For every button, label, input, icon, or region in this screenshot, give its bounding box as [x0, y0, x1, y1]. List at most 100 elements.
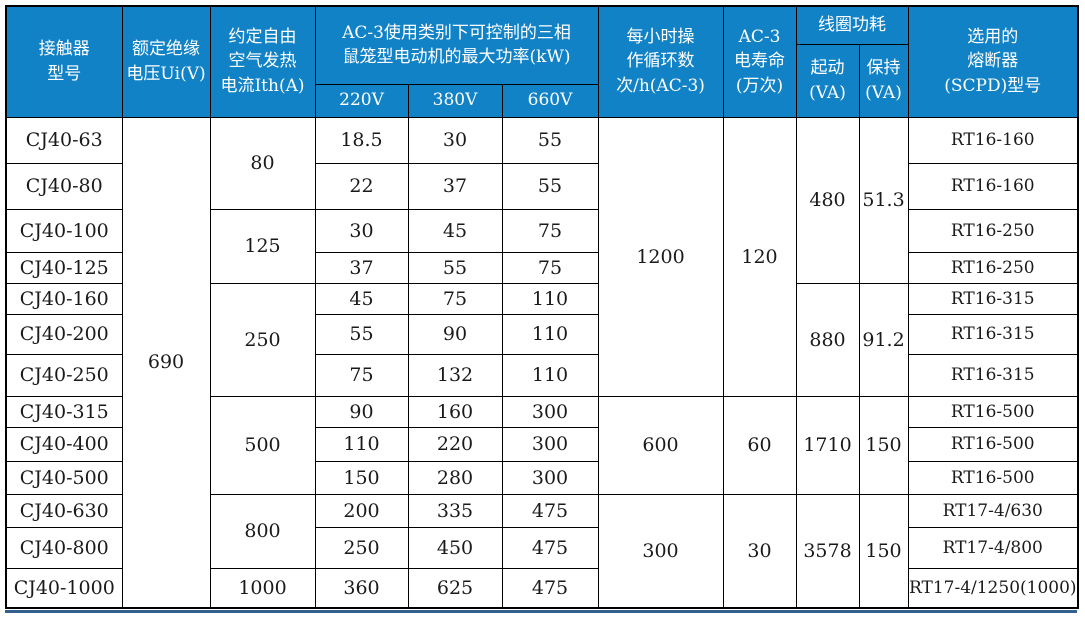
cell-model: CJ40-315: [5, 395, 123, 428]
header-voltage-660: 660V: [501, 83, 599, 118]
header-rated-insulation-voltage: 额定绝缘 电压Ui(V): [121, 5, 211, 118]
cell-ith-500: 500: [209, 395, 316, 495]
cell-model: CJ40-630: [5, 493, 123, 528]
header-coil-hold: 保持 (VA): [858, 43, 909, 118]
cell-kw220: 90: [314, 395, 409, 428]
bottom-accent-bar: [5, 610, 1077, 613]
cell-coil-start-3578: 3578: [795, 493, 860, 609]
cell-fuse: RT16-250: [907, 251, 1079, 284]
cell-coil-hold-91-2: 91.2: [858, 282, 909, 397]
cell-fuse: RT17-4/1250(1000): [907, 567, 1079, 609]
cell-kw380: 75: [407, 282, 503, 315]
cell-kw380: 280: [407, 460, 503, 495]
cell-fuse: RT17-4/630: [907, 493, 1079, 528]
cell-model: CJ40-160: [5, 282, 123, 315]
header-coil-consumption-group: 线圈功耗: [795, 5, 909, 45]
header-voltage-220: 220V: [314, 83, 409, 118]
cell-ith-1000: 1000: [209, 567, 316, 609]
cell-model: CJ40-125: [5, 251, 123, 284]
cell-fuse: RT16-500: [907, 395, 1079, 428]
cell-coil-start-1710: 1710: [795, 395, 860, 495]
cell-life-120: 120: [722, 116, 797, 397]
table-row: CJ40-250 75 132 110 RT16-315: [5, 353, 1079, 397]
cell-life-60: 60: [722, 395, 797, 495]
cell-fuse: RT16-250: [907, 208, 1079, 253]
cell-model: CJ40-500: [5, 460, 123, 495]
cell-model: CJ40-80: [5, 162, 123, 210]
cell-kw220: 45: [314, 282, 409, 315]
cell-kw380: 55: [407, 251, 503, 284]
table-row: CJ40-80 22 37 55 RT16-160: [5, 162, 1079, 210]
table-row: CJ40-1000 1000 360 625 475 RT17-4/1250(1…: [5, 567, 1079, 609]
cell-fuse: RT16-315: [907, 353, 1079, 397]
cell-coil-start-880: 880: [795, 282, 860, 397]
header-max-power-group: AC-3使用类别下可控制的三相 鼠笼型电动机的最大功率(kW): [314, 5, 599, 85]
cell-kw220: 37: [314, 251, 409, 284]
header-contactor-model: 接触器 型号: [5, 5, 123, 118]
cell-fuse: RT16-500: [907, 460, 1079, 495]
cell-kw660: 75: [501, 208, 599, 253]
cell-kw220: 200: [314, 493, 409, 528]
table-row: CJ40-315 500 90 160 300 600 60 1710 150 …: [5, 395, 1079, 495]
cell-kw380: 30: [407, 116, 503, 164]
cell-kw660: 55: [501, 162, 599, 210]
header-electrical-life: AC-3 电寿命 (万次): [722, 5, 797, 118]
cell-fuse: RT16-500: [907, 426, 1079, 462]
cell-kw220: 110: [314, 426, 409, 462]
table-row: CJ40-160 250 45 75 110 880 91.2 RT16-315: [5, 282, 1079, 397]
header-thermal-current: 约定自由 空气发热 电流Ith(A): [209, 5, 316, 118]
table-row: CJ40-400 110 220 300 RT16-500: [5, 426, 1079, 462]
cell-ith-80: 80: [209, 116, 316, 210]
table-row: CJ40-200 55 90 110 RT16-315: [5, 313, 1079, 355]
cell-kw220: 360: [314, 567, 409, 609]
cell-kw660: 475: [501, 493, 599, 528]
cell-kw660: 300: [501, 426, 599, 462]
cell-model: CJ40-200: [5, 313, 123, 355]
cell-ops-600: 600: [597, 395, 724, 495]
table-row: CJ40-500 150 280 300 RT16-500: [5, 460, 1079, 495]
table-row: CJ40-63 690 80 18.5 30 55 1200 120 480 5…: [5, 116, 1079, 609]
cell-kw380: 450: [407, 526, 503, 569]
table-row: CJ40-800 250 450 475 RT17-4/800: [5, 526, 1079, 569]
header-fuse-type: 选用的 熔断器 (SCPD)型号: [907, 5, 1079, 118]
cell-coil-start-480: 480: [795, 116, 860, 284]
header-row-3: 220V 380V 660V: [6, 83, 1078, 118]
cell-kw380: 335: [407, 493, 503, 528]
cell-fuse: RT17-4/800: [907, 526, 1079, 569]
cell-kw220: 75: [314, 353, 409, 397]
cell-model: CJ40-1000: [5, 567, 123, 609]
cell-kw380: 625: [407, 567, 503, 609]
cell-ui-690: 690: [121, 116, 211, 609]
table-row: CJ40-100 125 30 45 75 RT16-250: [5, 208, 1079, 284]
cell-model: CJ40-400: [5, 426, 123, 462]
cell-kw380: 90: [407, 313, 503, 355]
cell-kw660: 55: [501, 116, 599, 164]
header-voltage-380: 380V: [407, 83, 503, 118]
cell-fuse: RT16-315: [907, 282, 1079, 315]
cell-ops-300: 300: [597, 493, 724, 609]
cell-kw380: 37: [407, 162, 503, 210]
cell-life-30: 30: [722, 493, 797, 609]
table-row: CJ40-630 800 200 335 475 300 30 3578 150…: [5, 493, 1079, 609]
cell-coil-hold-51-3: 51.3: [858, 116, 909, 284]
cell-kw380: 45: [407, 208, 503, 253]
cell-kw220: 150: [314, 460, 409, 495]
cell-model: CJ40-100: [5, 208, 123, 253]
cell-kw220: 18.5: [314, 116, 409, 164]
cell-kw220: 250: [314, 526, 409, 569]
cell-kw380: 220: [407, 426, 503, 462]
cell-kw380: 160: [407, 395, 503, 428]
cell-kw660: 110: [501, 313, 599, 355]
cell-coil-hold-150a: 150: [858, 395, 909, 495]
cell-ith-250: 250: [209, 282, 316, 397]
contactor-spec-table: 接触器 型号 额定绝缘 电压Ui(V) 约定自由 空气发热 电流Ith(A) A…: [5, 5, 1080, 609]
cell-coil-hold-150b: 150: [858, 493, 909, 609]
cell-kw660: 110: [501, 282, 599, 315]
cell-kw220: 22: [314, 162, 409, 210]
header-operating-cycles: 每小时操 作循环数 次/h(AC-3): [597, 5, 724, 118]
cell-kw660: 475: [501, 567, 599, 609]
cell-fuse: RT16-160: [907, 162, 1079, 210]
cell-ith-125: 125: [209, 208, 316, 284]
cell-fuse: RT16-315: [907, 313, 1079, 355]
